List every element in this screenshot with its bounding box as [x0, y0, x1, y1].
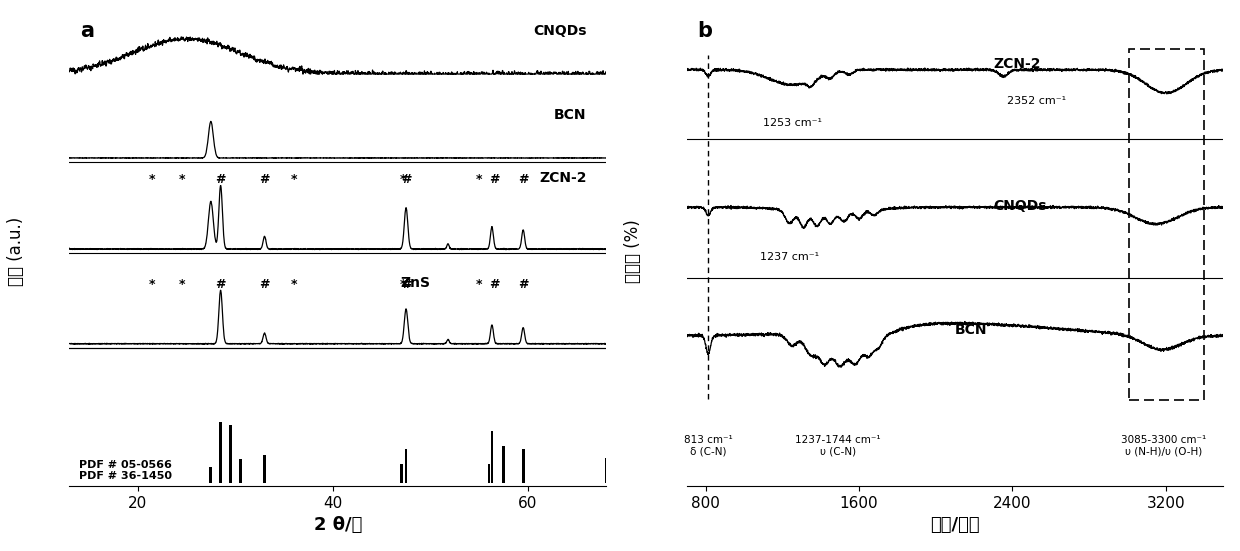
- Bar: [522, 449, 525, 483]
- Bar: [210, 467, 212, 483]
- Text: 3085-3300 cm⁻¹
υ (N-H)/υ (O-H): 3085-3300 cm⁻¹ υ (N-H)/υ (O-H): [1121, 435, 1207, 456]
- Text: #: #: [518, 174, 528, 186]
- Bar: [522, 467, 525, 483]
- Text: #: #: [259, 174, 270, 186]
- Text: 1237 cm⁻¹: 1237 cm⁻¹: [760, 252, 820, 262]
- Text: PDF # 05-0566
PDF # 36-1450: PDF # 05-0566 PDF # 36-1450: [79, 460, 172, 482]
- Text: *: *: [476, 278, 482, 291]
- Text: *: *: [290, 278, 298, 291]
- Text: a: a: [81, 21, 94, 41]
- Text: BCN: BCN: [554, 109, 587, 122]
- Bar: [219, 461, 222, 483]
- Bar: [502, 446, 505, 483]
- Text: #: #: [216, 174, 226, 186]
- Bar: [1130, 49, 1204, 400]
- Text: ZnS: ZnS: [401, 276, 430, 290]
- Bar: [229, 425, 232, 483]
- Text: *: *: [179, 278, 185, 291]
- Text: *: *: [179, 174, 185, 186]
- Bar: [487, 464, 490, 483]
- Bar: [605, 458, 608, 483]
- Text: #: #: [259, 278, 270, 291]
- Bar: [239, 459, 242, 483]
- Text: BCN: BCN: [955, 323, 987, 337]
- Text: #: #: [401, 278, 412, 291]
- Text: *: *: [149, 174, 155, 186]
- Text: 2352 cm⁻¹: 2352 cm⁻¹: [1007, 96, 1066, 106]
- Text: b: b: [697, 21, 712, 41]
- Text: #: #: [489, 174, 500, 186]
- Text: #: #: [401, 174, 412, 186]
- X-axis label: 2 θ/度: 2 θ/度: [314, 516, 362, 534]
- Text: ZCN-2: ZCN-2: [993, 57, 1040, 71]
- Text: #: #: [518, 278, 528, 291]
- Text: #: #: [216, 278, 226, 291]
- Bar: [404, 449, 408, 483]
- Text: *: *: [290, 174, 298, 186]
- Bar: [502, 464, 505, 483]
- Text: *: *: [399, 278, 407, 291]
- X-axis label: 波长/纳米: 波长/纳米: [930, 516, 980, 534]
- Text: *: *: [149, 278, 155, 291]
- Text: 透过率 (%): 透过率 (%): [624, 219, 642, 283]
- Text: CNQDs: CNQDs: [993, 198, 1047, 213]
- Text: 1237-1744 cm⁻¹
υ (C-N): 1237-1744 cm⁻¹ υ (C-N): [795, 435, 880, 456]
- Text: 813 cm⁻¹
δ (C-N): 813 cm⁻¹ δ (C-N): [683, 435, 733, 456]
- Text: 1253 cm⁻¹: 1253 cm⁻¹: [763, 118, 822, 128]
- Text: #: #: [489, 278, 500, 291]
- Bar: [491, 431, 494, 483]
- Bar: [263, 455, 265, 483]
- Bar: [399, 464, 403, 483]
- Text: ZCN-2: ZCN-2: [539, 171, 587, 185]
- Text: *: *: [399, 174, 407, 186]
- Text: 强度 (a.u.): 强度 (a.u.): [6, 217, 25, 286]
- Bar: [219, 422, 222, 483]
- Text: CNQDs: CNQDs: [533, 24, 587, 38]
- Text: *: *: [476, 174, 482, 186]
